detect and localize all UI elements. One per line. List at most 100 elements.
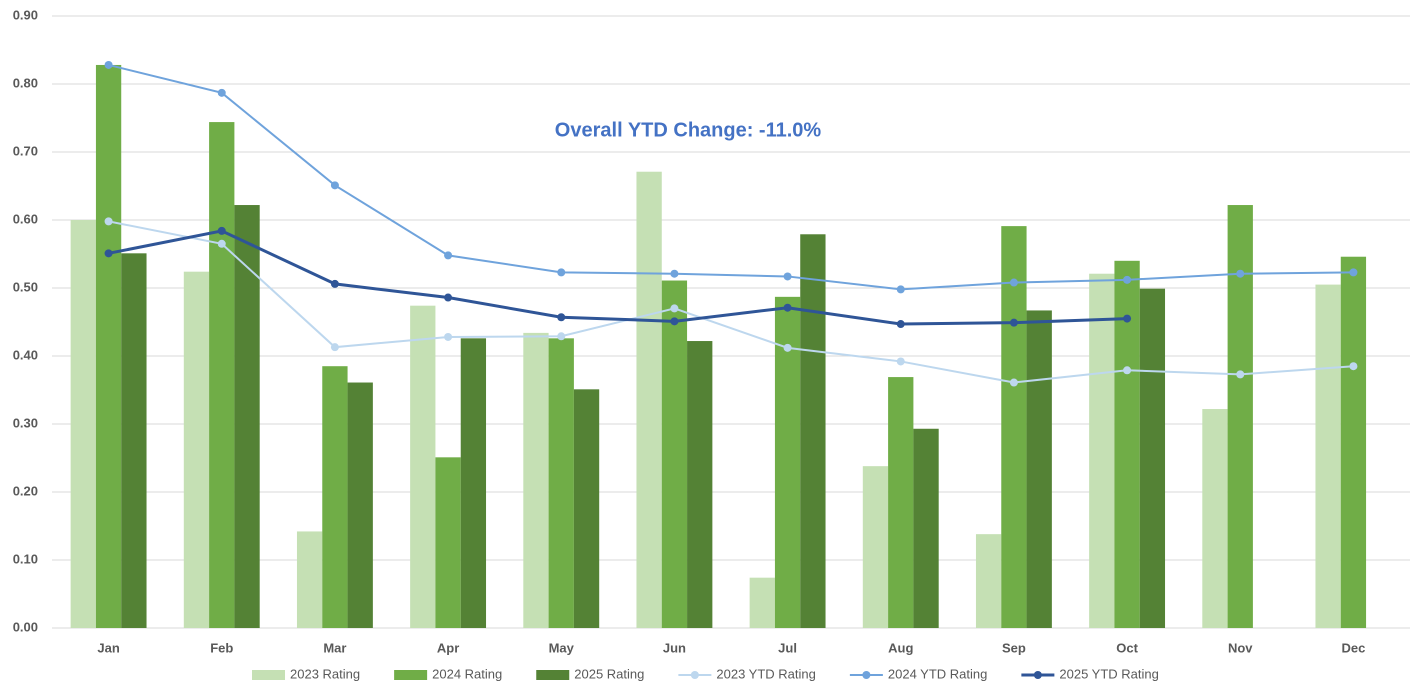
bar bbox=[460, 338, 487, 628]
bar bbox=[661, 280, 688, 628]
line-marker bbox=[1009, 378, 1018, 387]
legend-label: 2024 Rating bbox=[432, 666, 502, 681]
line-marker bbox=[1236, 370, 1245, 379]
line-marker bbox=[217, 226, 226, 235]
bar bbox=[749, 577, 775, 628]
line-marker bbox=[217, 239, 226, 248]
x-tick-label: Oct bbox=[1116, 640, 1138, 655]
line-marker bbox=[1009, 278, 1018, 287]
line-marker bbox=[557, 332, 566, 341]
bar bbox=[1227, 205, 1253, 629]
legend-swatch bbox=[862, 671, 871, 679]
y-tick-label: 0.20 bbox=[13, 483, 38, 498]
bar bbox=[1001, 226, 1027, 628]
legend-swatch bbox=[690, 671, 699, 679]
bar bbox=[888, 377, 914, 628]
line-marker bbox=[670, 269, 679, 278]
bar bbox=[1202, 409, 1228, 628]
line-marker bbox=[444, 293, 453, 302]
legend-label: 2024 YTD Rating bbox=[888, 666, 988, 681]
line-marker bbox=[1123, 275, 1132, 284]
line-marker bbox=[444, 332, 453, 341]
line-marker bbox=[1349, 362, 1358, 371]
legend-label: 2025 Rating bbox=[574, 666, 644, 681]
bar bbox=[347, 382, 373, 628]
legend-swatch bbox=[394, 670, 428, 680]
annotation: Overall YTD Change: -11.0% bbox=[555, 119, 822, 141]
bar bbox=[70, 220, 96, 628]
line-marker bbox=[1236, 269, 1245, 278]
bar bbox=[410, 305, 436, 628]
y-tick-label: 0.30 bbox=[13, 415, 38, 430]
line-marker bbox=[1123, 366, 1132, 375]
line-marker bbox=[104, 217, 113, 226]
y-tick-label: 0.60 bbox=[13, 211, 38, 226]
bar bbox=[435, 457, 461, 628]
bar bbox=[1026, 310, 1052, 628]
line-marker bbox=[1349, 268, 1358, 277]
y-tick-label: 0.50 bbox=[13, 279, 38, 294]
bar bbox=[548, 338, 574, 628]
y-tick-label: 0.00 bbox=[13, 619, 38, 634]
y-tick-label: 0.80 bbox=[13, 75, 38, 90]
y-tick-label: 0.40 bbox=[13, 347, 38, 362]
y-tick-label: 0.10 bbox=[13, 551, 38, 566]
bar bbox=[975, 534, 1002, 628]
legend-swatch bbox=[1033, 671, 1042, 679]
x-tick-label: Jan bbox=[97, 640, 119, 655]
line bbox=[108, 229, 1128, 326]
line bbox=[108, 220, 1354, 384]
line-marker bbox=[330, 343, 339, 352]
line-marker bbox=[330, 181, 339, 190]
bar bbox=[234, 205, 260, 629]
bar bbox=[523, 332, 549, 628]
line-marker bbox=[896, 320, 905, 329]
bar bbox=[1340, 256, 1367, 628]
bar bbox=[121, 253, 147, 628]
x-tick-label: Aug bbox=[888, 640, 913, 655]
legend-label: 2023 YTD Rating bbox=[716, 666, 816, 681]
bar bbox=[800, 234, 826, 628]
line-marker bbox=[217, 88, 226, 97]
bar bbox=[322, 366, 348, 628]
bar bbox=[183, 271, 210, 628]
x-tick-label: Jul bbox=[778, 640, 797, 655]
x-tick-label: Feb bbox=[210, 640, 233, 655]
bar bbox=[687, 341, 713, 628]
line-marker bbox=[330, 279, 339, 288]
line-marker bbox=[1123, 314, 1132, 323]
line-marker bbox=[557, 313, 566, 322]
x-tick-label: Sep bbox=[1002, 640, 1026, 655]
bar bbox=[1089, 273, 1115, 628]
x-tick-label: May bbox=[549, 640, 575, 655]
bar bbox=[862, 466, 889, 628]
bar bbox=[296, 531, 323, 628]
bar bbox=[209, 122, 235, 628]
x-tick-label: Jun bbox=[663, 640, 686, 655]
line-marker bbox=[557, 268, 566, 277]
legend-swatch bbox=[536, 670, 570, 680]
x-tick-label: Dec bbox=[1341, 640, 1365, 655]
bar bbox=[913, 428, 939, 628]
legend-label: 2025 YTD Rating bbox=[1059, 666, 1159, 681]
line-marker bbox=[444, 251, 453, 260]
line-marker bbox=[783, 343, 792, 352]
line-marker bbox=[670, 304, 679, 313]
bar bbox=[95, 64, 122, 628]
x-tick-label: Apr bbox=[437, 640, 459, 655]
line-marker bbox=[104, 249, 113, 258]
line-marker bbox=[670, 317, 679, 326]
line bbox=[108, 63, 1354, 291]
line-marker bbox=[783, 303, 792, 312]
line-marker bbox=[783, 272, 792, 281]
line-marker bbox=[896, 357, 905, 366]
bar bbox=[1315, 284, 1341, 628]
x-tick-label: Mar bbox=[323, 640, 346, 655]
bar bbox=[636, 171, 662, 628]
bar bbox=[774, 296, 801, 628]
legend-label: 2023 Rating bbox=[290, 666, 360, 681]
y-tick-label: 0.70 bbox=[13, 143, 38, 158]
line-marker bbox=[896, 285, 905, 294]
line-marker bbox=[104, 60, 113, 69]
x-tick-label: Nov bbox=[1228, 640, 1253, 655]
